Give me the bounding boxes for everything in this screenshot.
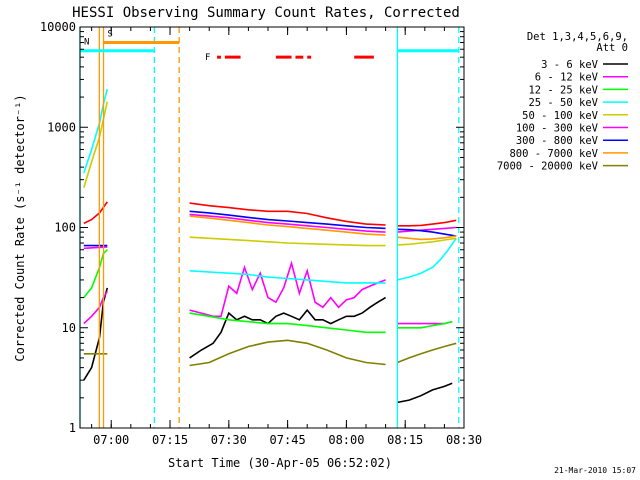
y-tick-label-4: 1000 [47, 120, 76, 134]
legend-title-line-1: Det 1,3,4,5,6,9, [527, 31, 628, 43]
series-3-6-kev-segment-3 [397, 382, 453, 404]
x-tick-label-1: 07:00 [93, 433, 129, 447]
flags-layer: S N F [80, 30, 459, 63]
y-tick-label-1: 1 [69, 421, 76, 435]
y-tick-label-5: 10000 [40, 20, 76, 34]
legend-label-50-100-kev: 50 - 100 keV [522, 110, 599, 122]
flag-label-s: S [107, 30, 112, 40]
x-tick-label-6: 08:15 [387, 433, 423, 447]
y-axis-label: Corrected Count Rate (s⁻¹ detector⁻¹) [13, 94, 27, 361]
series-100-300-kev-segment-3 [397, 226, 457, 233]
series-6-12-kev-segment-2 [189, 260, 386, 318]
markers-layer [79, 27, 460, 428]
flag-label-n: N [84, 38, 89, 48]
legend-title-line-2: Att 0 [596, 42, 628, 54]
series-800-7000-kev-segment-1 [189, 215, 386, 236]
series-12-25-kev-segment-2 [189, 312, 386, 334]
chart-title: HESSI Observing Summary Count Rates, Cor… [72, 5, 460, 21]
legend-label-12-25-kev: 12 - 25 keV [528, 84, 598, 96]
x-tick-label-5: 08:00 [328, 433, 364, 447]
series-50-100-kev-segment-2 [189, 236, 386, 247]
x-tick-label-4: 07:45 [270, 433, 306, 447]
y-axis: 1 10 100 1000 10000 [40, 20, 464, 435]
legend-label-100-300-kev: 100 - 300 keV [516, 123, 599, 135]
legend-label-3-6-kev: 3 - 6 keV [541, 59, 599, 71]
extra-line-1-segment-3 [397, 219, 457, 227]
x-axis-label: Start Time (30-Apr-05 06:52:02) [168, 456, 392, 470]
series-800-7000-kev-segment-2 [397, 235, 457, 241]
legend-label-7000-20000-kev: 7000 - 20000 keV [497, 161, 599, 173]
series-25-50-kev-segment-3 [397, 237, 457, 281]
series-300-800-kev-segment-2 [189, 210, 386, 230]
x-tick-label-3: 07:30 [211, 433, 247, 447]
series-7000-20000-kev-segment-3 [397, 342, 457, 364]
series-25-50-kev-segment-2 [189, 270, 386, 284]
x-tick-label-2: 07:15 [152, 433, 188, 447]
series-100-300-kev-segment-2 [189, 213, 386, 233]
series-300-800-kev-segment-3 [397, 228, 457, 237]
series-3-6-kev-segment-2 [189, 296, 387, 359]
series-7000-20000-kev-segment-2 [189, 339, 386, 367]
plot-frame [79, 26, 465, 429]
x-tick-label-7: 08:30 [446, 433, 482, 447]
extra-line-1-segment-2 [189, 202, 386, 226]
legend-label-300-800-kev: 300 - 800 keV [516, 135, 599, 147]
y-tick-label-2: 10 [62, 321, 76, 335]
legend-label-25-50-kev: 25 - 50 keV [528, 97, 598, 109]
series-layer [83, 88, 457, 404]
y-tick-label-3: 100 [54, 221, 76, 235]
timestamp-stamp: 21-Mar-2010 15:07 [554, 466, 636, 475]
legend-label-6-12-kev: 6 - 12 keV [535, 72, 599, 84]
series-12-25-kev-segment-3 [397, 320, 453, 329]
series-50-100-kev-segment-3 [397, 237, 457, 246]
x-axis: 07:00 07:15 07:30 07:45 08:00 08:15 08:30 [91, 27, 482, 447]
flag-label-f: F [205, 53, 210, 63]
legend-label-800-7000-kev: 800 - 7000 keV [509, 148, 598, 160]
